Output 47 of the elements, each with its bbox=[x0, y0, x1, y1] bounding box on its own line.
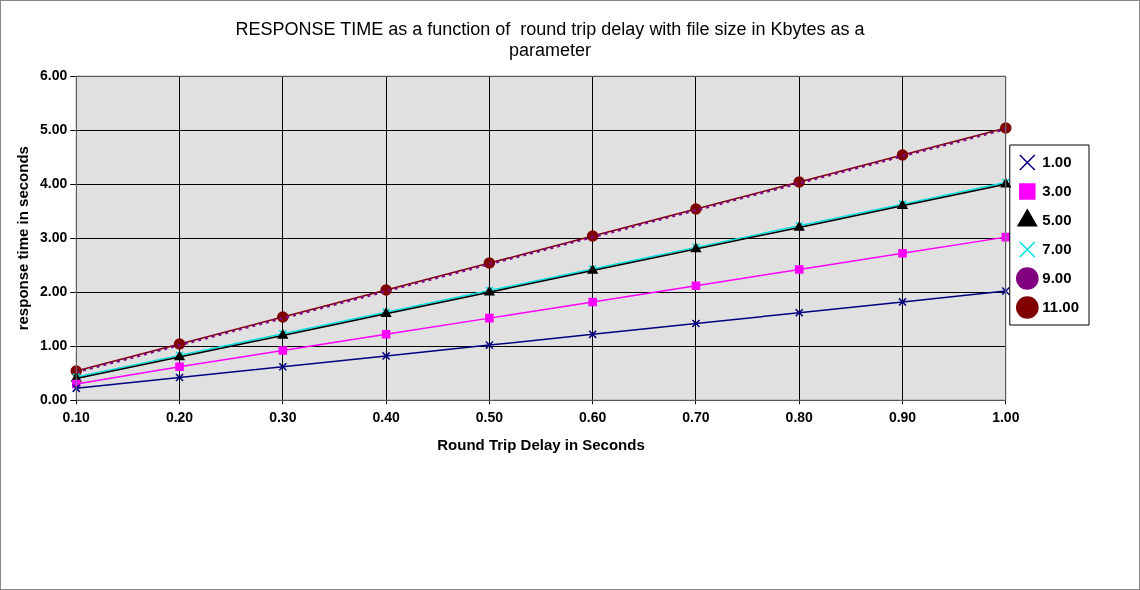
legend-label: 11.00 bbox=[1042, 297, 1080, 315]
point bbox=[71, 384, 81, 393]
point bbox=[794, 265, 804, 274]
point bbox=[175, 373, 184, 382]
y-tick-label: 5.00 bbox=[40, 121, 68, 138]
point bbox=[381, 330, 391, 339]
legend-label: 9.00 bbox=[1042, 268, 1072, 286]
x-tick-label: 0.20 bbox=[165, 409, 194, 426]
point bbox=[586, 230, 599, 242]
y-axis-title: response time in seconds bbox=[14, 146, 32, 331]
point bbox=[175, 362, 184, 372]
legend-label: 5.00 bbox=[1042, 210, 1072, 228]
x-tick-label: 0.80 bbox=[785, 409, 814, 426]
legend-label: 1.00 bbox=[1042, 152, 1072, 170]
point bbox=[691, 319, 701, 328]
point bbox=[588, 330, 597, 339]
y-tick-label: 1.00 bbox=[40, 337, 68, 354]
x-tick-label: 0.50 bbox=[475, 409, 504, 426]
point bbox=[381, 351, 391, 361]
x-tick-label: 0.90 bbox=[888, 409, 917, 426]
y-tick-label: 6.00 bbox=[40, 67, 68, 84]
point bbox=[485, 340, 494, 350]
point bbox=[896, 149, 909, 161]
point bbox=[898, 249, 907, 258]
point bbox=[588, 297, 597, 307]
x-tick-label: 0.10 bbox=[62, 409, 91, 426]
x-tick-label: 0.60 bbox=[579, 409, 607, 426]
point bbox=[794, 308, 804, 318]
x-tick-label: 1.00 bbox=[992, 409, 1020, 426]
y-tick-label: 3.00 bbox=[40, 229, 68, 246]
y-tick-label: 4.00 bbox=[40, 175, 68, 192]
x-axis-title: Round Trip Delay in Seconds bbox=[437, 436, 645, 454]
x-tick-label: 0.30 bbox=[269, 409, 297, 426]
point bbox=[898, 297, 907, 307]
y-tick-label: 0.00 bbox=[40, 391, 68, 408]
x-tick-label: 0.40 bbox=[372, 409, 400, 426]
y-tick-label: 2.00 bbox=[40, 283, 68, 300]
point bbox=[1001, 286, 1011, 296]
point bbox=[278, 346, 288, 355]
chart-title: RESPONSE TIME as a function of round trip delay with file size in Kbytes as a parameter bbox=[235, 18, 866, 61]
legend-label: 3.00 bbox=[1042, 181, 1072, 199]
x-tick-label: 0.70 bbox=[682, 409, 710, 426]
point bbox=[691, 281, 701, 291]
point bbox=[278, 362, 288, 372]
point bbox=[173, 338, 186, 350]
point bbox=[485, 313, 494, 323]
legend-label: 7.00 bbox=[1042, 239, 1072, 257]
